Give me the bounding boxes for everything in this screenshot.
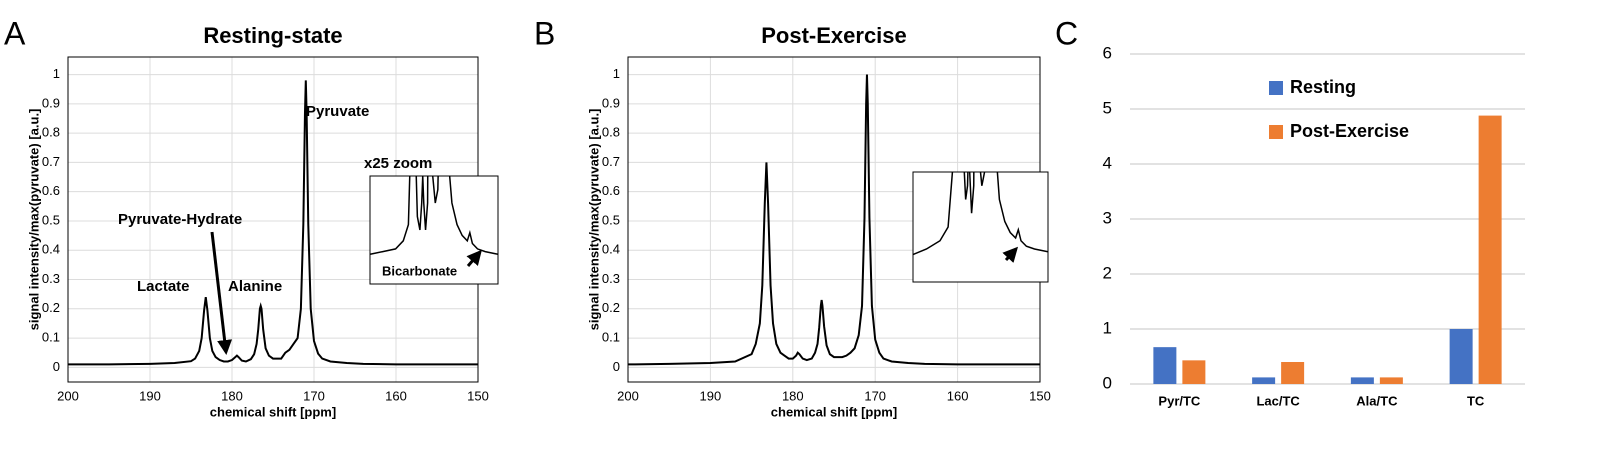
y-tick-label: 0.9: [42, 95, 60, 110]
y-tick-label: 0.6: [42, 183, 60, 198]
x-tick-label: 170: [303, 388, 325, 403]
x-tick-label: 180: [221, 388, 243, 403]
y-tick-label: 0.5: [42, 212, 60, 227]
annotation: Lactate: [137, 278, 190, 295]
plot-area: 0 0.1 0.2 0.3 0.4 0.5 0.6 0.7 0.8 0.9 1 200 190 180 17…: [586, 23, 1051, 420]
y-tick-label: 0: [53, 359, 60, 374]
x-tick-label: 160: [385, 388, 407, 403]
annotation: Pyruvate: [306, 103, 369, 120]
y-tick-label: 2: [1103, 263, 1112, 282]
x-tick-label: 150: [1029, 388, 1051, 403]
x-tick-label: 150: [467, 388, 489, 403]
y-tick-label: 0.4: [42, 242, 60, 257]
bar: [1153, 347, 1177, 384]
arrow: [1002, 246, 1019, 263]
y-tick-label: 0.3: [602, 271, 620, 286]
x-tick-label: TC: [1467, 393, 1485, 408]
x-tick-label: Pyr/TC: [1158, 393, 1201, 408]
inset-background: [912, 171, 1049, 283]
y-tick-label: 0: [1103, 373, 1112, 392]
x-tick-label: 190: [139, 388, 161, 403]
y-axis-label: signal intensity/max(pyruvate) [a.u.]: [26, 109, 41, 331]
y-tick-label: 0.2: [602, 300, 620, 315]
legend-label: Post-Exercise: [1290, 121, 1409, 141]
x-axis-label: chemical shift [ppm]: [771, 404, 897, 419]
annotation: Alanine: [228, 278, 282, 295]
legend-swatch: [1269, 81, 1283, 95]
x-tick-label: 170: [864, 388, 886, 403]
y-tick-label: 1: [53, 66, 60, 81]
y-tick-label: 5: [1103, 98, 1112, 117]
y-tick-label: 0.7: [42, 154, 60, 169]
panel-label: A: [4, 15, 26, 51]
inset-line: [370, 176, 498, 256]
chart-title: Post-Exercise: [761, 23, 907, 48]
chart-title: Resting-state: [203, 23, 342, 48]
y-tick-label: 0.8: [602, 125, 620, 140]
spectrum-line: [68, 80, 478, 366]
plot-area: 0 1 2 3 4 5 6 Pyr/TC Lac/TC Ala/TC TC Resting Post-E…: [1103, 43, 1525, 408]
y-tick-label: 0.1: [602, 330, 620, 345]
legend-label: Resting: [1290, 77, 1356, 97]
y-tick-label: 0.7: [602, 154, 620, 169]
arrow: [210, 231, 233, 355]
annotation: Pyruvate-Hydrate: [118, 211, 242, 228]
inset-title: x25 zoom: [364, 155, 432, 172]
y-tick-label: 4: [1103, 153, 1112, 172]
x-tick-label: 200: [57, 388, 79, 403]
y-tick-label: 0.2: [42, 300, 60, 315]
y-tick-label: 1: [613, 66, 620, 81]
y-tick-label: 0.9: [602, 95, 620, 110]
annotation: Bicarbonate: [382, 263, 457, 278]
y-tick-label: 0.8: [42, 125, 60, 140]
y-tick-label: 3: [1103, 208, 1112, 227]
bar: [1350, 377, 1374, 384]
plot-area: 0 0.1 0.2 0.3 0.4 0.5 0.6 0.7 0.8 0.9 1 200 190 180 17…: [26, 23, 499, 419]
x-tick-label: Lac/TC: [1256, 393, 1300, 408]
inset-line: [913, 172, 1048, 256]
bar: [1182, 360, 1206, 384]
x-tick-label: 180: [782, 388, 804, 403]
y-tick-label: 6: [1103, 43, 1112, 62]
y-tick-label: 0: [613, 359, 620, 374]
legend-swatch: [1269, 125, 1283, 139]
y-tick-label: 0.4: [602, 242, 620, 257]
x-axis-label: chemical shift [ppm]: [210, 404, 336, 419]
y-tick-label: 0.3: [42, 271, 60, 286]
x-tick-label: 190: [700, 388, 722, 403]
panel-label: B: [534, 15, 555, 51]
y-tick-label: 0.5: [602, 212, 620, 227]
panel-label: C: [1055, 15, 1078, 51]
spectrum-line: [628, 74, 1040, 366]
x-tick-label: 160: [947, 388, 969, 403]
bar: [1478, 115, 1502, 384]
y-axis-label: signal intensity/max(pyruvate) [a.u.]: [586, 109, 601, 331]
annotations: Pyruvate Pyruvate-Hydrate Lactate Alanin…: [118, 103, 1019, 355]
x-tick-label: 200: [617, 388, 639, 403]
y-tick-label: 0.1: [42, 330, 60, 345]
bar: [1252, 377, 1276, 384]
x-tick-label: Ala/TC: [1356, 393, 1398, 408]
y-tick-label: 0.6: [602, 183, 620, 198]
arrow: [466, 249, 482, 267]
bar: [1449, 329, 1473, 384]
bar: [1379, 377, 1403, 384]
bar: [1281, 362, 1305, 384]
y-tick-label: 1: [1103, 318, 1112, 337]
